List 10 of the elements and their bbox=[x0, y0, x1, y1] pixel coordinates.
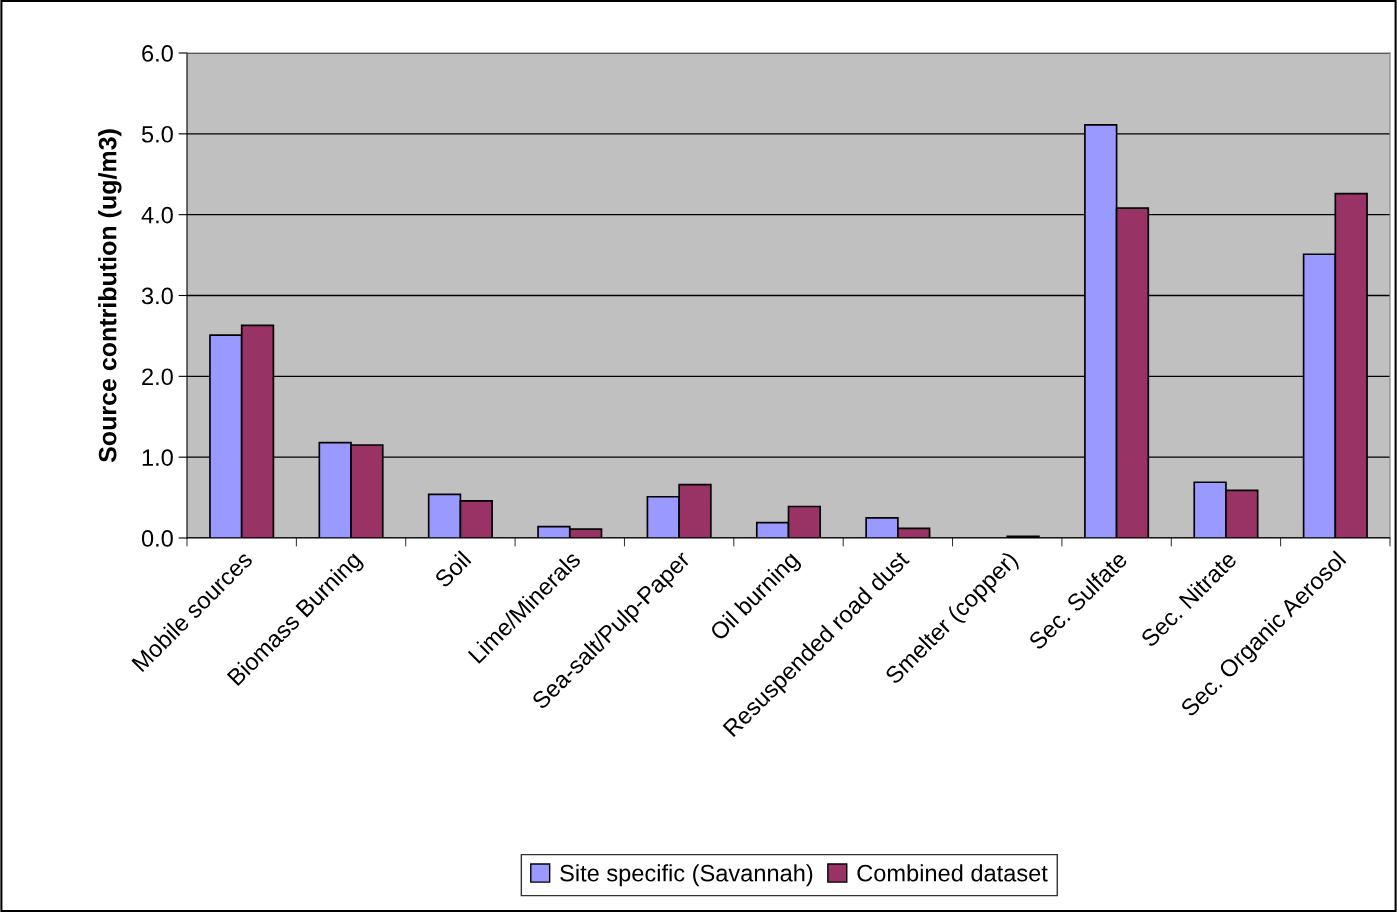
y-tick-label: 3.0 bbox=[141, 287, 173, 305]
y-tick-label: 6.0 bbox=[142, 45, 173, 62]
legend-label: Site specific (Savannah) bbox=[560, 864, 813, 887]
y-axis-title: Source contribution (ug/m3) bbox=[98, 129, 122, 463]
y-tick-label: 0.0 bbox=[141, 530, 173, 547]
y-tick-label: 5.0 bbox=[141, 125, 173, 143]
legend-label: Combined dataset bbox=[857, 864, 1048, 882]
y-tick-label: 4.0 bbox=[141, 206, 173, 224]
y-tick-label: 1.0 bbox=[142, 449, 173, 466]
y-tick-label: 2.0 bbox=[142, 368, 173, 386]
